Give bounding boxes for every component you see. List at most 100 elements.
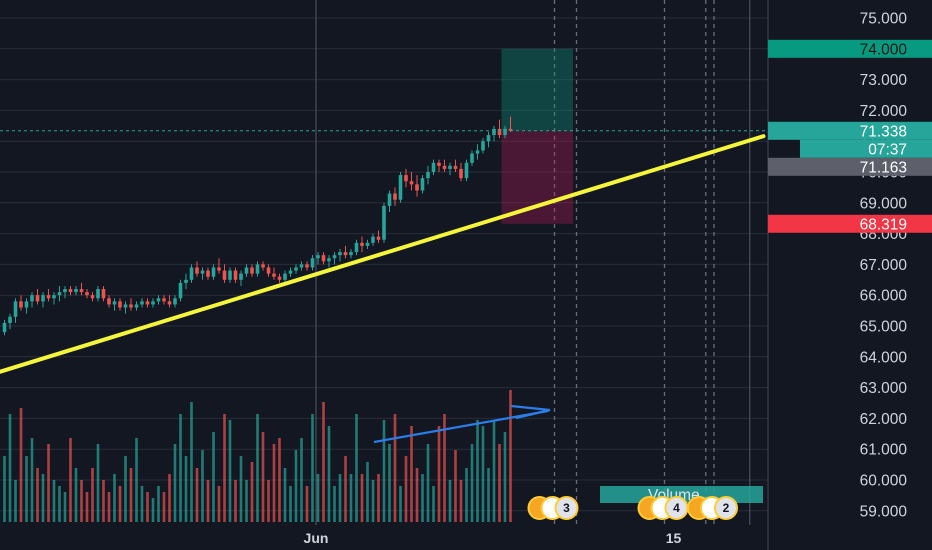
candle — [343, 245, 348, 259]
candle-body — [316, 255, 320, 259]
volume-bar — [272, 444, 276, 522]
candle — [30, 292, 34, 308]
candle-body — [68, 289, 73, 293]
candle — [277, 273, 282, 283]
candle-body — [431, 162, 436, 172]
candle — [442, 159, 447, 172]
candle — [283, 270, 287, 283]
volume-bar — [382, 420, 386, 522]
candle — [134, 301, 139, 311]
volume-bar — [294, 450, 298, 522]
candle — [178, 279, 183, 302]
volume-bar — [96, 444, 100, 522]
volume-bar — [228, 420, 232, 522]
candle — [129, 298, 133, 311]
candle — [404, 168, 408, 188]
candle-body — [272, 273, 276, 277]
countdown-badge-text: 07:37 — [868, 141, 907, 158]
candle — [206, 267, 210, 280]
candle — [393, 187, 397, 206]
candle-body — [57, 292, 62, 296]
long-position-box[interactable] — [501, 48, 574, 224]
trendline[interactable] — [0, 134, 766, 374]
candle-body — [129, 304, 133, 308]
volume-bar — [300, 438, 303, 522]
volume-bar — [498, 444, 501, 522]
candle-body — [354, 242, 359, 253]
volume-bar — [85, 492, 89, 522]
volume-bar — [58, 486, 61, 522]
candle-body — [211, 267, 216, 277]
trendline-price-badge: 71.163 — [768, 157, 932, 176]
candle-body — [283, 273, 287, 280]
y-tick-label: 72.000 — [860, 103, 908, 120]
candle-body — [382, 205, 386, 240]
position-loss-zone — [501, 130, 573, 224]
candle — [79, 282, 84, 296]
volume-bar — [476, 420, 479, 522]
candle-body — [217, 267, 221, 271]
candle — [41, 292, 45, 308]
candle — [112, 298, 117, 311]
volume-bar — [278, 438, 281, 522]
candle — [266, 264, 271, 277]
candle-body — [360, 242, 364, 246]
candle — [426, 165, 430, 185]
volume-bar — [366, 462, 369, 522]
candle-body — [239, 273, 243, 280]
volume-bar — [393, 414, 397, 522]
candle-body — [464, 162, 469, 179]
candle-body — [140, 301, 144, 305]
volume-bar — [74, 468, 78, 522]
candle — [156, 295, 161, 305]
volume-bar — [305, 486, 309, 522]
candle-body — [63, 289, 67, 293]
candle — [459, 162, 463, 182]
candle-body — [151, 301, 155, 305]
volume-bar — [311, 414, 314, 522]
candle-body — [277, 276, 282, 280]
candle — [96, 285, 100, 302]
volume-bar — [36, 468, 39, 522]
candle — [492, 125, 496, 142]
candle — [475, 144, 480, 160]
economic-event-marker: 4 — [637, 496, 689, 520]
candle-body — [145, 301, 150, 305]
volume-arrow[interactable] — [373, 404, 551, 444]
candle — [481, 138, 485, 154]
countdown-badge: 07:37 — [800, 139, 932, 158]
candle — [145, 298, 150, 308]
event-flag-circle — [554, 496, 579, 520]
volume-bar — [201, 450, 204, 522]
volume-bar — [437, 426, 441, 522]
candle — [173, 295, 177, 308]
economic-events[interactable]: 3 4 2 — [527, 496, 738, 520]
candle-body — [459, 168, 463, 179]
candle — [382, 202, 386, 243]
candle — [387, 190, 392, 213]
candle-body — [255, 264, 260, 274]
candle-body — [79, 289, 84, 293]
candle-body — [310, 258, 315, 268]
volume-bar — [14, 480, 17, 522]
arrow-head — [510, 404, 551, 420]
countdown-badge-bg — [800, 139, 932, 158]
candle-body — [503, 128, 507, 136]
candle — [8, 313, 12, 330]
volume-bar — [223, 414, 226, 522]
candle-body — [338, 252, 342, 256]
volume-bar — [151, 498, 155, 522]
volume-bar — [410, 426, 413, 522]
volume-bar — [195, 468, 199, 522]
candle — [332, 252, 337, 265]
candle — [195, 261, 199, 277]
volume-bar — [360, 474, 364, 522]
volume-bar — [289, 486, 292, 522]
volume-bar — [107, 492, 111, 522]
candle-body — [261, 264, 265, 268]
volume-bar — [47, 444, 50, 522]
candle — [420, 175, 425, 194]
event-flag-circle — [714, 496, 738, 520]
